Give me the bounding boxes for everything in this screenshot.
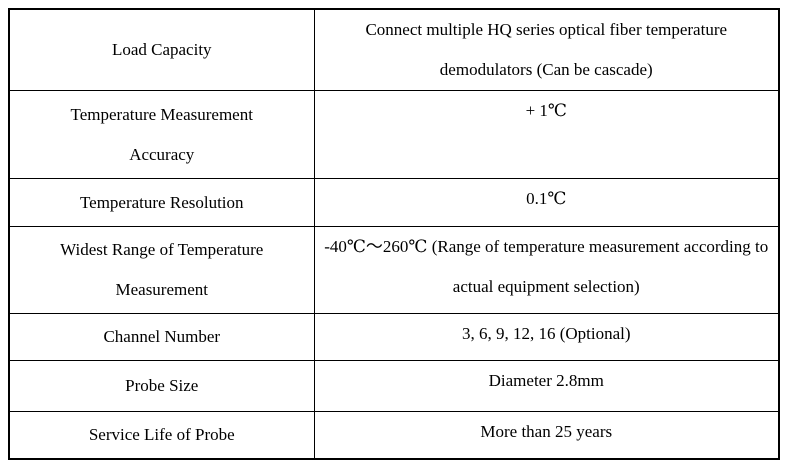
spec-label: Temperature Measurement Accuracy [70, 104, 253, 164]
spec-value-cell: Connect multiple HQ series optical fiber… [313, 8, 780, 91]
spec-label-cell: Load Capacity [8, 8, 315, 91]
spec-value: 0.1℃ [526, 189, 567, 208]
spec-value-cell: + 1℃ [313, 90, 780, 179]
spec-label: Widest Range of Temperature Measurement [60, 240, 264, 299]
spec-label-cell: Service Life of Probe [8, 411, 315, 459]
spec-label: Probe Size [125, 376, 199, 395]
spec-label: Load Capacity [111, 40, 212, 59]
table-row-probe-size: Probe Size Diameter 2.8mm [8, 360, 780, 412]
spec-value: + 1℃ [525, 101, 567, 120]
spec-value: Connect multiple HQ series optical fiber… [365, 20, 728, 79]
spec-label-cell: Probe Size [8, 360, 315, 412]
table-row-channel-number: Channel Number 3, 6, 9, 12, 16 (Optional… [8, 313, 780, 361]
spec-value: More than 25 years [480, 422, 613, 441]
spec-value-cell: Diameter 2.8mm [313, 360, 780, 412]
spec-value-cell: 3, 6, 9, 12, 16 (Optional) [313, 313, 780, 361]
spec-label: Channel Number [103, 327, 221, 346]
table-row-load-capacity: Load Capacity Connect multiple HQ series… [8, 8, 780, 91]
spec-value: Diameter 2.8mm [488, 371, 604, 390]
spec-label: Service Life of Probe [88, 424, 235, 444]
table-row-service-life-of-probe: Service Life of Probe More than 25 years [8, 411, 780, 459]
spec-value: -40℃～260℃ (Range of temperature measurem… [324, 237, 769, 296]
spec-table-body: Load Capacity Connect multiple HQ series… [8, 8, 780, 459]
spec-value-cell: 0.1℃ [313, 178, 780, 227]
table-row-widest-range-of-temperature-measurement: Widest Range of Temperature Measurement … [8, 226, 780, 314]
spec-value-cell: -40℃～260℃ (Range of temperature measurem… [313, 226, 780, 314]
spec-label-cell: Temperature Resolution [8, 178, 315, 227]
spec-value-cell: More than 25 years [313, 411, 780, 459]
spec-label-cell: Widest Range of Temperature Measurement [8, 226, 315, 314]
spec-table: Load Capacity Connect multiple HQ series… [8, 8, 780, 460]
table-row-temperature-measurement-accuracy: Temperature Measurement Accuracy + 1℃ [8, 90, 780, 179]
spec-value: 3, 6, 9, 12, 16 (Optional) [461, 324, 631, 343]
spec-label: Temperature Resolution [79, 192, 244, 212]
table-row-temperature-resolution: Temperature Resolution 0.1℃ [8, 178, 780, 227]
spec-label-cell: Temperature Measurement Accuracy [8, 90, 315, 179]
spec-label-cell: Channel Number [8, 313, 315, 361]
